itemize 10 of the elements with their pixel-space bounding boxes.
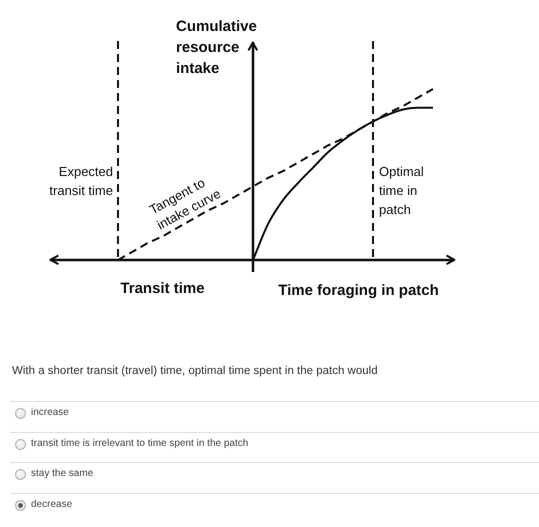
text: transit time is irrelevant to time spent in the patch: [31, 436, 248, 450]
text: decrease: [31, 498, 72, 510]
text: With a shorter transit (travel) time, optimal time spent in the patch would: [12, 364, 378, 379]
annotation: Expected transit time: [49, 164, 113, 198]
y-axis-title: Cumulative resource intake: [176, 18, 257, 77]
text: Transit time: [120, 280, 205, 297]
x-axis-title: Time foraging in patch: [278, 282, 439, 299]
annotation: Optimal time in patch: [379, 164, 424, 217]
text: stay the same: [31, 467, 94, 480]
text: increase: [31, 406, 69, 419]
